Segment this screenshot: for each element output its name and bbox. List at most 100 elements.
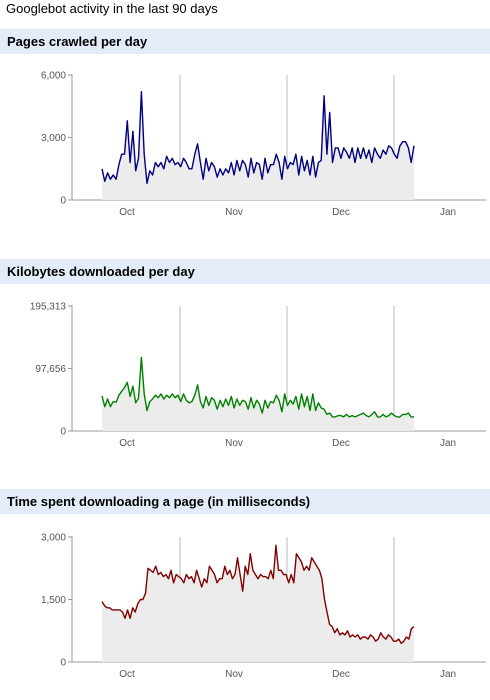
data-point bbox=[236, 398, 237, 399]
data-point bbox=[332, 416, 333, 417]
data-point bbox=[314, 561, 315, 562]
data-point bbox=[180, 166, 181, 167]
data-point bbox=[352, 415, 353, 416]
data-point bbox=[365, 636, 366, 637]
data-point bbox=[338, 415, 339, 416]
data-point bbox=[175, 397, 176, 398]
data-point bbox=[399, 416, 400, 417]
data-point bbox=[267, 172, 268, 173]
series-area-fill bbox=[102, 357, 414, 431]
data-point bbox=[284, 393, 285, 394]
data-point bbox=[347, 630, 348, 631]
data-point bbox=[200, 162, 201, 163]
data-point bbox=[411, 628, 412, 629]
data-point bbox=[397, 416, 398, 417]
data-point bbox=[146, 183, 147, 184]
data-point bbox=[319, 570, 320, 571]
data-point bbox=[166, 156, 167, 157]
data-point bbox=[229, 570, 230, 571]
data-point bbox=[150, 570, 151, 571]
data-point bbox=[306, 566, 307, 567]
data-point bbox=[214, 166, 215, 167]
data-point bbox=[342, 632, 343, 633]
data-point bbox=[406, 636, 407, 637]
data-point bbox=[191, 576, 192, 577]
data-point bbox=[388, 145, 389, 146]
data-point bbox=[332, 162, 333, 163]
data-point bbox=[231, 162, 232, 163]
data-point bbox=[307, 160, 308, 161]
data-point bbox=[371, 162, 372, 163]
data-point bbox=[172, 158, 173, 159]
page-title: Googlebot activity in the last 90 days bbox=[6, 1, 218, 16]
data-point bbox=[264, 400, 265, 401]
x-month-label: Oct bbox=[119, 438, 135, 449]
data-point bbox=[211, 570, 212, 571]
data-point bbox=[240, 574, 241, 575]
data-point bbox=[411, 162, 412, 163]
data-point bbox=[237, 557, 238, 558]
data-point bbox=[405, 141, 406, 142]
data-point bbox=[267, 407, 268, 408]
data-point bbox=[362, 636, 363, 637]
data-point bbox=[408, 147, 409, 148]
data-point bbox=[110, 179, 111, 180]
data-point bbox=[408, 413, 409, 414]
data-point bbox=[205, 158, 206, 159]
series-area-fill bbox=[102, 91, 414, 200]
data-point bbox=[149, 401, 150, 402]
chart-header-kilobytes-downloaded: Kilobytes downloaded per day bbox=[0, 259, 490, 284]
series-line bbox=[101, 91, 415, 185]
data-point bbox=[206, 582, 207, 583]
data-point bbox=[183, 158, 184, 159]
data-point bbox=[366, 158, 367, 159]
data-point bbox=[104, 181, 105, 182]
data-point bbox=[127, 120, 128, 121]
data-point bbox=[104, 406, 105, 407]
data-point bbox=[307, 396, 308, 397]
data-point bbox=[130, 162, 131, 163]
data-point bbox=[368, 416, 369, 417]
data-point bbox=[335, 147, 336, 148]
data-point bbox=[373, 636, 374, 637]
data-point bbox=[232, 578, 233, 579]
data-point bbox=[160, 162, 161, 163]
data-point bbox=[124, 154, 125, 155]
x-month-label: Oct bbox=[119, 207, 135, 218]
data-point bbox=[247, 574, 248, 575]
data-point bbox=[413, 416, 414, 417]
data-point bbox=[344, 634, 345, 635]
data-point bbox=[200, 401, 201, 402]
y-tick-label: 0 bbox=[60, 658, 66, 669]
data-point bbox=[252, 570, 253, 571]
data-point bbox=[209, 566, 210, 567]
y-tick-label: 1,500 bbox=[41, 595, 66, 606]
data-point bbox=[112, 609, 113, 610]
data-point bbox=[127, 382, 128, 383]
x-month-label: Oct bbox=[119, 669, 135, 680]
data-point bbox=[329, 112, 330, 113]
chart-header-pages-crawled: Pages crawled per day bbox=[0, 29, 490, 54]
data-point bbox=[354, 416, 355, 417]
data-point bbox=[107, 607, 108, 608]
data-point bbox=[228, 405, 229, 406]
data-point bbox=[197, 384, 198, 385]
x-month-label: Jan bbox=[440, 207, 456, 218]
data-point bbox=[408, 639, 409, 640]
data-point bbox=[166, 395, 167, 396]
data-point bbox=[352, 147, 353, 148]
data-point bbox=[141, 357, 142, 358]
data-point bbox=[264, 158, 265, 159]
data-point bbox=[149, 170, 150, 171]
data-point bbox=[388, 415, 389, 416]
data-point bbox=[234, 174, 235, 175]
data-point bbox=[318, 162, 319, 163]
data-point bbox=[245, 401, 246, 402]
data-point bbox=[222, 578, 223, 579]
data-point bbox=[270, 401, 271, 402]
data-point bbox=[275, 545, 276, 546]
data-point bbox=[385, 416, 386, 417]
x-month-label: Dec bbox=[332, 438, 350, 449]
data-point bbox=[293, 582, 294, 583]
series-line bbox=[101, 356, 414, 418]
